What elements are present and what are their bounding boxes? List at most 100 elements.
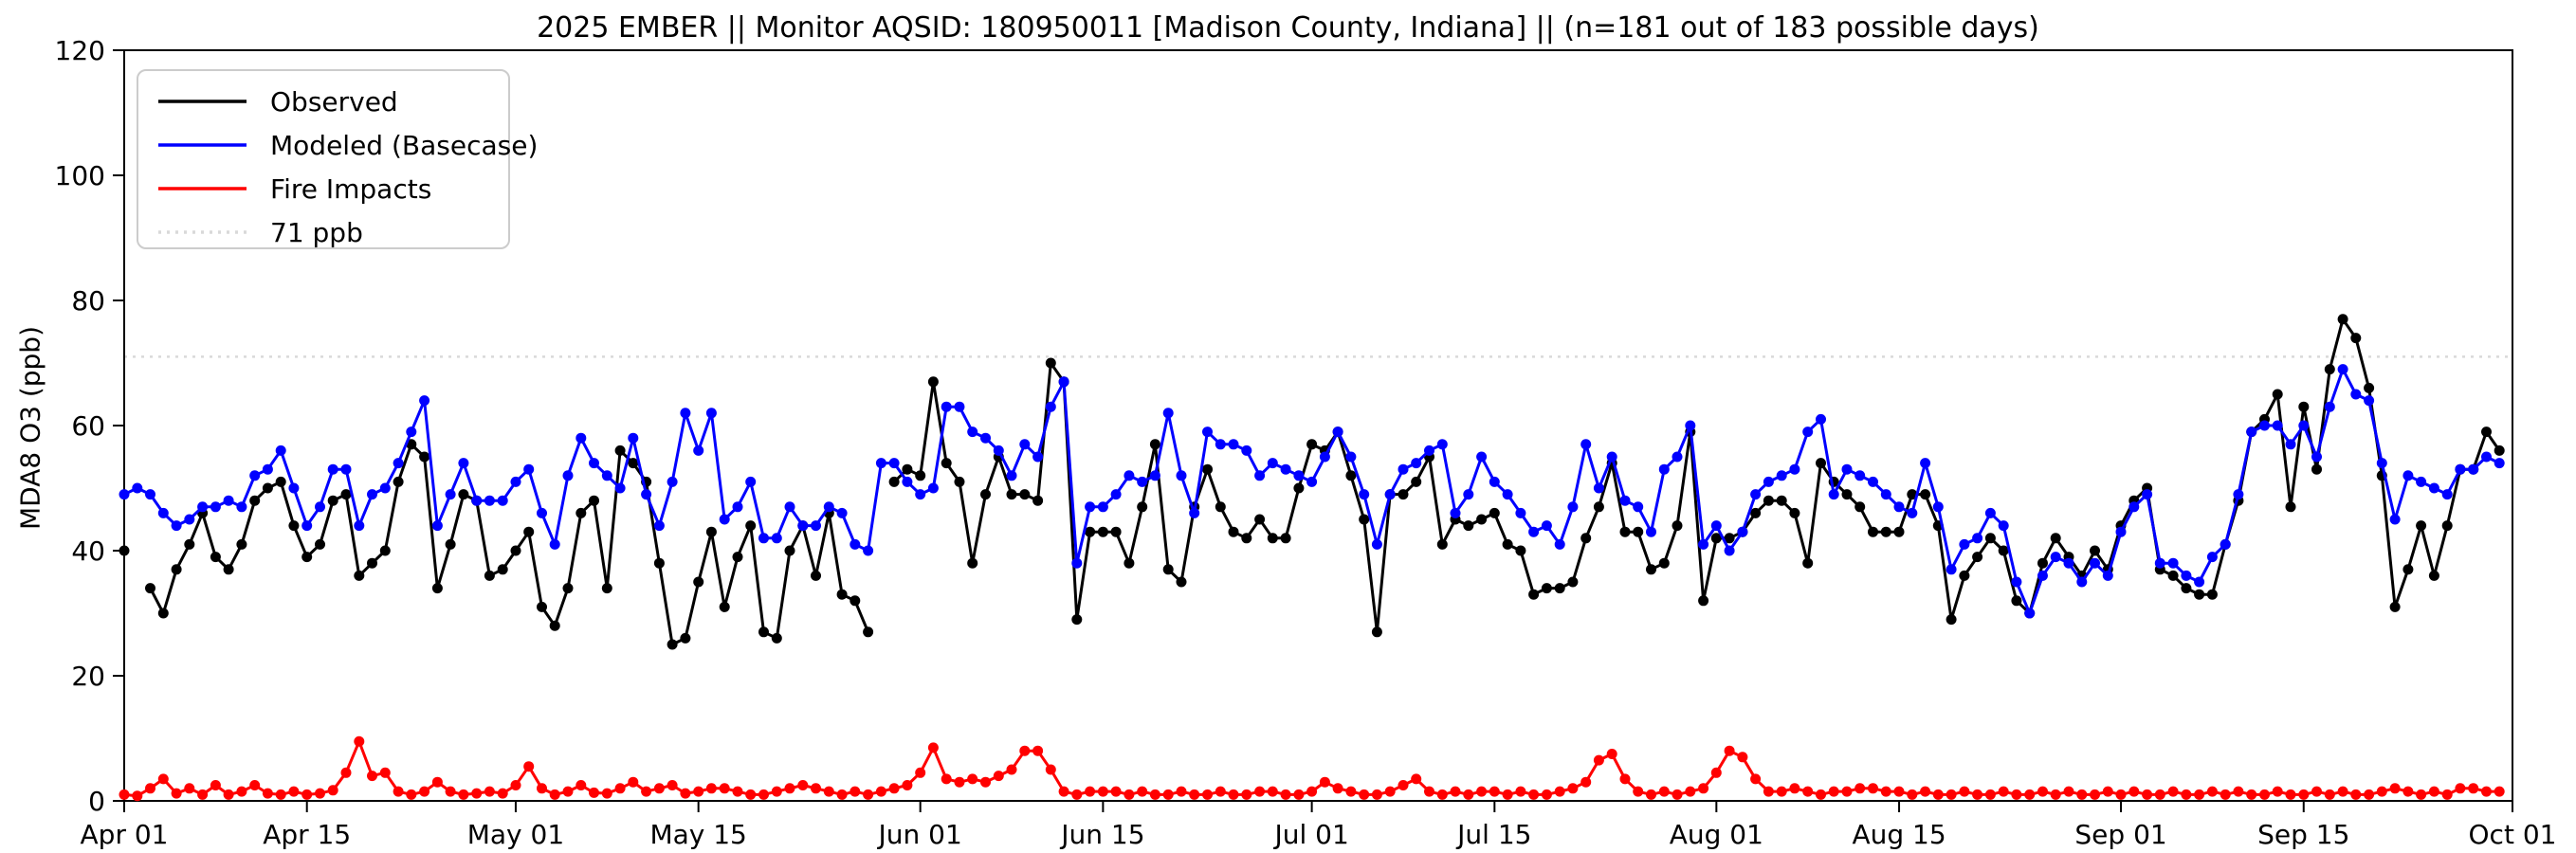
series-modeled-basecase-point [1920,458,1931,469]
series-modeled-basecase-point [836,507,848,518]
series-fire-impacts-point [1359,789,1370,800]
series-fire-impacts-point [340,767,352,778]
series-modeled-basecase-point [589,458,599,469]
series-observed-point [2389,601,2401,612]
series-fire-impacts-point [1463,789,1474,800]
series-modeled-basecase-point [1802,426,1814,438]
series-fire-impacts-point [2364,789,2375,800]
series-modeled-basecase-point [927,482,939,494]
series-modeled-basecase-point [1280,463,1291,475]
x-tick-label: Jun 15 [1059,819,1144,850]
series-modeled-basecase-point [497,495,508,506]
series-observed-point [549,620,560,631]
series-observed-point [1984,533,1996,544]
series-fire-impacts-point [1189,789,1200,800]
series-modeled-basecase-point [601,470,612,481]
series-modeled-basecase-point [2311,451,2322,463]
series-fire-impacts-point [927,742,939,753]
series-modeled-basecase-point [157,507,169,518]
series-modeled-basecase-point [1868,476,1878,487]
series-observed-point [2167,570,2179,581]
series-fire-impacts-point [1280,789,1291,800]
series-modeled-basecase-point [132,482,143,494]
series-observed-point [2181,583,2192,594]
series-observed-point [119,545,130,556]
series-observed-point [262,482,273,494]
series-observed-point [1045,357,1056,369]
series-modeled-basecase-point [1463,489,1474,500]
series-modeled-basecase-point [171,520,182,532]
series-fire-impacts-point [431,776,443,788]
series-modeled-basecase-point [549,538,560,550]
series-fire-impacts-point [1841,786,1853,797]
series-fire-impacts-point [680,788,691,799]
series-observed-point [680,632,691,644]
series-fire-impacts-point [1710,767,1722,778]
series-observed-point [1502,538,1513,550]
series-modeled-basecase-point [1019,439,1031,450]
series-observed-point [236,538,247,550]
series-modeled-basecase-point [236,501,247,513]
y-tick-label: 0 [88,786,105,817]
series-observed-point [915,470,926,481]
series-fire-impacts-point [980,776,991,788]
x-tick-label: Sep 15 [2257,819,2349,850]
series-fire-impacts-point [1854,783,1866,794]
series-observed-point [745,520,757,532]
series-modeled-basecase-point [1124,470,1135,481]
series-modeled-basecase-point [745,476,757,487]
series-observed-point [1580,533,1592,544]
series-fire-impacts-point [954,776,965,788]
series-modeled-basecase-point [1085,501,1096,513]
series-modeled-basecase-point [1984,507,1996,518]
series-fire-impacts-point [1998,786,2009,797]
series-modeled-basecase-point [2154,557,2165,569]
series-fire-impacts-point [1045,764,1056,775]
series-modeled-basecase-point [2272,420,2283,431]
series-observed-point [431,583,443,594]
series-fire-impacts-point [2441,789,2453,800]
series-modeled-basecase-point [431,520,443,532]
series-observed-point [1959,570,1970,581]
series-modeled-basecase-point [367,489,377,500]
x-tick-label: Apr 15 [263,819,351,850]
series-observed-point [954,476,965,487]
series-modeled-basecase-point [1436,439,1448,450]
series-observed-point [1920,489,1931,500]
series-modeled-basecase-point [2324,401,2335,412]
legend-label: Fire Impacts [270,173,431,205]
series-observed-point [2324,364,2335,375]
series-observed-point [836,589,848,600]
series-modeled-basecase-point [1828,489,1839,500]
series-modeled-basecase-point [262,463,273,475]
series-modeled-basecase-point [1502,489,1513,500]
series-modeled-basecase-point [288,482,300,494]
series-fire-impacts-point [2076,789,2088,800]
series-modeled-basecase-point [1241,445,1252,456]
series-fire-impacts-point [1737,752,1748,763]
series-observed-point [1698,595,1709,607]
series-modeled-basecase-point [2167,557,2179,569]
y-axis-label: MDA8 O3 (ppb) [14,325,46,531]
series-fire-impacts-point [2481,786,2492,797]
series-fire-impacts-point [1828,786,1839,797]
series-fire-impacts-point [2050,789,2061,800]
series-fire-impacts-point [379,767,391,778]
series-observed-point [1137,501,1148,513]
series-fire-impacts-point [1816,789,1826,800]
series-fire-impacts-point [2142,789,2153,800]
series-observed-point [628,458,639,469]
series-modeled-basecase-point [1646,526,1656,537]
series-fire-impacts-point [1058,786,1069,797]
series-modeled-basecase-point [275,445,286,456]
series-observed-point [941,458,952,469]
series-fire-impacts-point [836,789,848,800]
series-modeled-basecase-point [471,495,483,506]
series-observed-point [1854,501,1866,513]
series-modeled-basecase-point [1097,501,1108,513]
series-modeled-basecase-point [1071,557,1083,569]
series-fire-impacts-point [1593,754,1604,766]
series-observed-point [1672,520,1683,532]
series-fire-impacts-point [523,761,535,772]
series-observed-point [1228,526,1239,537]
